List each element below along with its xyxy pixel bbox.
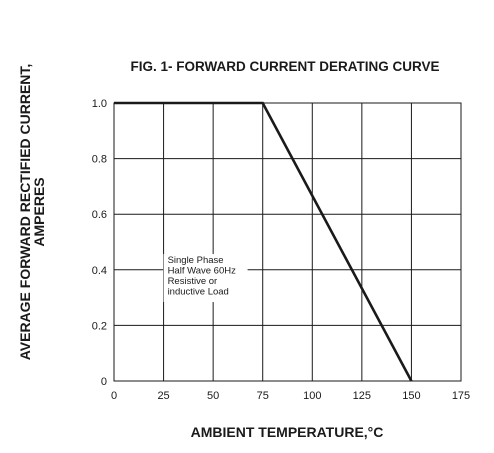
- annotation-line: Single Phase: [168, 255, 224, 266]
- y-tick-label: 0.6: [92, 209, 107, 221]
- x-tick-label: 125: [353, 390, 371, 402]
- x-tick-label: 0: [111, 390, 117, 402]
- y-tick-label: 0.8: [92, 154, 107, 166]
- grid: [113, 102, 462, 382]
- y-tick-label: 0.2: [92, 320, 107, 332]
- chart-title: FIG. 1- FORWARD CURRENT DERATING CURVE: [130, 59, 439, 74]
- y-axis-title-line-2: AMPERES: [31, 177, 47, 246]
- x-axis-title: AMBIENT TEMPERATURE,°C: [191, 424, 384, 440]
- y-tick-label: 0.4: [92, 265, 107, 277]
- x-tick-label: 175: [452, 390, 470, 402]
- x-tick-label: 100: [303, 390, 321, 402]
- x-tick-labels: 0 25 50 75 100 125 150 175: [111, 390, 470, 402]
- x-tick-label: 25: [157, 390, 169, 402]
- y-tick-label: 1.0: [92, 98, 107, 110]
- annotation-line: Resistive or: [168, 276, 218, 287]
- y-tick-labels: 0 0.2 0.4 0.6 0.8 1.0: [92, 98, 107, 388]
- x-tick-label: 75: [257, 390, 269, 402]
- plot-frame: [113, 102, 462, 382]
- y-axis-title: AVERAGE FORWARD RECTIFIED CURRENT, AMPER…: [17, 64, 47, 361]
- annotation-line: inductive Load: [168, 287, 229, 298]
- annotation-background: [163, 254, 248, 303]
- x-tick-label: 50: [207, 390, 219, 402]
- annotation-line: Half Wave 60Hz: [168, 266, 237, 277]
- y-tick-label: 0: [101, 376, 107, 388]
- x-tick-label: 150: [402, 390, 420, 402]
- y-axis-title-line-1: AVERAGE FORWARD RECTIFIED CURRENT,: [17, 64, 33, 361]
